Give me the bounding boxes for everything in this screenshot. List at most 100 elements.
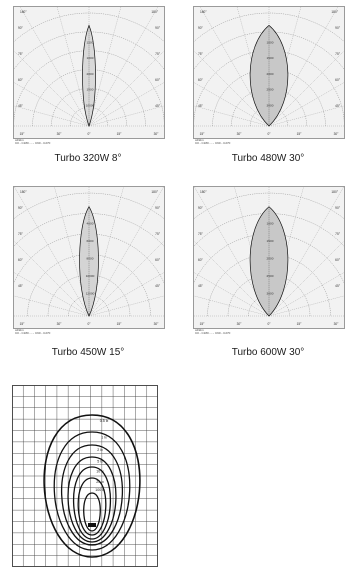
polar-diagram-panel-2: 180° 180° 90° 75° 60° 45° 90° 75° 60° 45° 15° 30° 0°… [193,6,345,171]
tick-bottom: 0° [267,132,271,136]
isolux-contour [67,456,117,543]
tick-top-left: 180° [200,190,207,194]
tick-angle-right: 90° [335,26,341,30]
tick-angle-left: 75° [198,232,204,236]
tick-angle-left: 60° [18,258,24,262]
tick-angle-right: 90° [155,206,161,210]
intensity-label: 12000 [86,292,95,296]
intensity-label: 1500 [267,56,274,60]
legend-series-3: C0 - C180 - - - C90 - C270 [15,331,51,336]
tick-bottom: 30° [154,322,160,326]
polar-chart-1: 180° 180° 90° 75° 60° 45° 90° 75° 60° 45° 15° 30° 0°… [13,6,165,139]
intensity-label: 10000 [86,274,95,278]
isolux-contour-label: 2 lx [97,448,103,452]
polar-radial-line [88,187,164,317]
tick-angle-left: 45° [18,284,24,288]
caption-3: Turbo 450W 15° [51,347,125,358]
tick-top-left: 180° [20,190,27,194]
polar-radial-line [268,82,344,127]
legend-unit-4: cd/klm [195,328,204,332]
tick-angle-right: 60° [155,78,161,82]
isolux-svg: 0.5 lx 1 lx 2 lx 5 lx 10 lx 20 lx 100 lx [12,385,158,567]
tick-angle-left: 90° [18,26,24,30]
tick-angle-right: 45° [155,104,161,108]
legend-unit-3: cd/klm [15,328,24,332]
polar-chart-2: 180° 180° 90° 75° 60° 45° 90° 75° 60° 45° 15° 30° 0°… [193,6,345,139]
legend-series-1: C0 - C180 - - - C90 - C270 [15,141,51,146]
tick-bottom: 15° [200,132,206,136]
legend-unit-2: cd/klm [195,138,204,142]
tick-bottom: 30° [154,132,160,136]
tick-angle-right: 75° [335,52,341,56]
intensity-label: 2000 [267,257,274,261]
polar-radial-line [14,240,90,317]
tick-bottom: 15° [20,322,26,326]
tick-angle-right: 60° [335,78,341,82]
intensity-label: 2000 [87,72,94,76]
tick-angle-left: 60° [18,78,24,82]
polar-radial-line [14,187,90,317]
polar-ring [51,88,127,127]
tick-angle-right: 75° [335,232,341,236]
tick-angle-left: 45° [198,104,204,108]
polar-radial-line [88,82,164,127]
tick-bottom: 15° [117,132,123,136]
tick-angle-right: 75° [155,232,161,236]
tick-angle-right: 90° [335,206,341,210]
tick-bottom: 30° [334,132,340,136]
polar-radial-line [268,240,344,317]
tick-angle-left: 60° [198,258,204,262]
isolux-contour-label: 20 lx [96,480,104,484]
tick-angle-right: 45° [335,104,341,108]
isolux-contour [53,431,131,551]
isolux-contour-label: 1 lx [101,435,107,439]
intensity-label: 10000 [86,103,95,107]
intensity-label: 1500 [267,239,274,243]
intensity-label: 4000 [87,222,94,226]
tick-angle-left: 90° [18,206,24,210]
tick-angle-left: 90° [198,26,204,30]
legend-3: cd/klm C0 - C180 - - - C90 - C270 [15,328,51,336]
polar-svg-1: 180° 180° 90° 75° 60° 45° 90° 75° 60° 45° 15° 30° 0°… [14,7,164,136]
tick-angle-right: 60° [335,258,341,262]
polar-radial-line [88,105,164,127]
intensity-label: 1000 [87,56,94,60]
legend-series-4: C0 - C180 - - - C90 - C270 [195,331,231,336]
polar-radial-line [56,7,90,127]
tick-bottom: 30° [334,322,340,326]
tick-bottom: 15° [117,322,123,326]
polar-radial-line [14,82,90,127]
tick-bottom: 30° [237,322,243,326]
legend-2: cd/klm C0 - C180 - - - C90 - C270 [195,138,230,145]
tick-angle-right: 45° [335,284,341,288]
legend-1: cd/klm C0 - C180 - - - C90 - C270 [15,138,51,146]
tick-bottom: 0° [267,322,271,326]
legend-unit-1: cd/klm [15,138,24,142]
polar-radial-line [88,240,164,317]
caption-4: Turbo 600W 30° [231,347,305,358]
tick-angle-right: 45° [155,284,161,288]
polar-diagram-panel-3: 180° 180° 90° 75° 60° 45° 90° 75° 60° 45° 15° 30° 0°… [13,186,165,361]
polar-svg-2: 180° 180° 90° 75° 60° 45° 90° 75° 60° 45° 15° 30° 0°… [194,7,344,136]
tick-angle-left: 45° [198,284,204,288]
intensity-label: 2500 [267,88,274,92]
intensity-label: 6000 [87,239,94,243]
polar-chart-4: 180° 180° 90° 75° 60° 45° 90° 75° 60° 45° 15° 30° 0°… [193,186,345,329]
intensity-label: 1000 [267,222,274,226]
intensity-label: 3000 [267,292,274,296]
tick-bottom: 15° [200,322,206,326]
tick-top-right: 180° [331,10,338,14]
isolux-contour [83,492,101,532]
isolux-contour [61,444,123,546]
polar-diagram-panel-4: 180° 180° 90° 75° 60° 45° 90° 75° 60° 45° 15° 30° 0°… [193,186,345,361]
caption-2: Turbo 480W 30° [231,153,305,164]
polar-radial-line [268,105,344,127]
caption-1: Turbo 320W 8° [54,153,122,164]
isolux-contour-label: 10 lx [96,469,104,473]
polar-svg-3: 180° 180° 90° 75° 60° 45° 90° 75° 60° 45° 15° 30° 0°… [14,187,164,326]
legend-4: cd/klm C0 - C180 - - - C90 - C270 [195,328,231,336]
isolux-contour-label: 100 lx [95,488,105,492]
polar-radial-line [14,50,90,127]
light-source-marker [88,523,96,527]
polar-radial-line [88,50,164,127]
